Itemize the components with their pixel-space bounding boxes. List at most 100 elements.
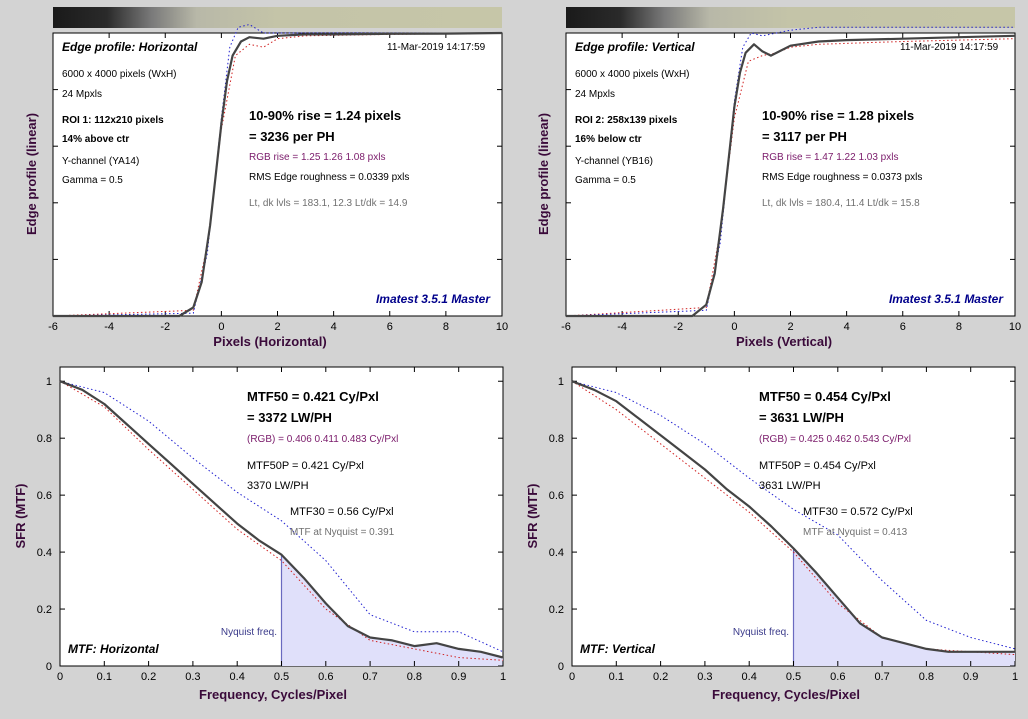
nyquist-region-fill [281,554,503,666]
gray-strip [53,7,502,28]
panel-title: Edge profile: Horizontal [62,40,198,54]
nyquist-label: Nyquist freq. [733,627,789,638]
megapixels: 24 Mpxls [62,89,102,100]
y-tick-label: 0.6 [549,490,564,502]
y-tick-label: 1 [46,376,52,388]
x-tick-label: 0 [731,321,737,333]
main-curve [571,380,1015,653]
timestamp: 11-Mar-2019 14:17:59 [900,42,999,53]
x-tick-label: 0 [218,321,224,333]
x-tick-label: 4 [844,321,850,333]
y-tick-label: 0.6 [37,490,52,502]
mtf50-lwph: = 3631 LW/PH [759,410,844,425]
x-tick-label: -6 [561,321,571,333]
x-tick-label: 0.3 [697,671,712,683]
x-tick-label: 0.6 [830,671,845,683]
brand-label: Imatest 3.5.1 Master [376,292,491,306]
x-tick-label: 10 [496,321,508,333]
channel: Y-channel (YA14) [62,156,139,167]
blue-channel-curve [565,26,1015,317]
rise-per-ph: = 3117 per PH [762,129,847,144]
x-tick-label: 0 [569,671,575,683]
x-axis-label: Pixels (Horizontal) [213,334,326,349]
y-tick-label: 0.4 [37,547,52,559]
y-tick-label: 0 [558,661,564,673]
red-channel-curve [59,380,504,661]
main-curve [53,31,503,318]
mtf-panel-vertical: 0 0.1 0.2 0.3 0.4 0.5 0.6 0.7 0.8 0.9 1 0 0.2 0.4 0.6 0… [525,366,1018,702]
x-tick-label: 0.5 [274,671,289,683]
plot-area [565,32,1016,317]
x-tick-label: 0.5 [786,671,801,683]
x-tick-label: 0.9 [451,671,466,683]
mtf-at-nyquist: MTF at Nyquist = 0.413 [803,527,908,538]
mtf-panel-horizontal: 0 0.1 0.2 0.3 0.4 0.5 0.6 0.7 0.8 0.9 1 0 0.2 0.4 0.6 0… [13,366,506,702]
x-tick-label: 0.7 [874,671,889,683]
x-tick-label: 0.4 [230,671,245,683]
mtf30-value: MTF30 = 0.572 Cy/Pxl [803,506,913,518]
megapixels: 24 Mpxls [575,89,615,100]
x-tick-label: 2 [787,321,793,333]
y-tick-label: 0.4 [549,547,564,559]
x-tick-label: -6 [48,321,58,333]
red-channel-curve [52,32,503,317]
x-axis-label: Frequency, Cycles/Pixel [712,687,860,702]
rise-value: 10-90% rise = 1.24 pixels [249,108,401,123]
blue-channel-curve [571,380,1016,650]
mtf50-rgb: (RGB) = 0.425 0.462 0.543 Cy/Pxl [759,434,911,445]
timestamp: 11-Mar-2019 14:17:59 [387,42,486,53]
panel-title: MTF: Vertical [580,642,656,656]
x-tick-label: -4 [104,321,114,333]
mtf50p-lwph: 3631 LW/PH [759,480,821,492]
x-tick-label: 0.1 [97,671,112,683]
gray-strip [566,7,1015,28]
mtf50p-value: MTF50P = 0.421 Cy/Pxl [247,460,364,472]
roi-size: ROI 1: 112x210 pixels [62,115,164,126]
x-tick-label: 10 [1009,321,1021,333]
y-axis-label: Edge profile (linear) [536,113,551,235]
mtf50-value: MTF50 = 0.421 Cy/Pxl [247,389,379,404]
nyquist-region-fill [793,548,1015,666]
rgb-rise: RGB rise = 1.25 1.26 1.08 pxls [249,152,385,163]
light-dark-levels: Lt, dk lvls = 183.1, 12.3 Lt/dk = 14.9 [249,198,408,209]
x-axis-label: Frequency, Cycles/Pixel [199,687,347,702]
roi-size: ROI 2: 258x139 pixels [575,115,678,126]
y-tick-label: 0.2 [549,604,564,616]
panel-title: MTF: Horizontal [68,642,159,656]
roi-location: 14% above ctr [62,134,129,145]
rms-roughness: RMS Edge roughness = 0.0339 pxls [249,172,409,183]
blue-channel-curve [59,380,504,653]
x-tick-label: 4 [331,321,337,333]
y-tick-label: 0 [46,661,52,673]
x-tick-label: 8 [443,321,449,333]
x-tick-label: 0.6 [318,671,333,683]
blue-channel-curve [52,24,502,317]
image-size: 6000 x 4000 pixels (WxH) [62,69,177,80]
mtf-at-nyquist: MTF at Nyquist = 0.391 [290,527,395,538]
light-dark-levels: Lt, dk lvls = 180.4, 11.4 Lt/dk = 15.8 [762,198,920,209]
main-curve [566,34,1016,318]
rms-roughness: RMS Edge roughness = 0.0373 pxls [762,172,922,183]
y-axis-label: SFR (MTF) [13,484,28,549]
gamma: Gamma = 0.5 [575,175,636,186]
mtf50-value: MTF50 = 0.454 Cy/Pxl [759,389,891,404]
x-tick-label: 0.2 [653,671,668,683]
x-axis-label: Pixels (Vertical) [736,334,832,349]
red-channel-curve [565,38,1016,317]
y-tick-label: 1 [558,376,564,388]
x-tick-label: 1 [500,671,506,683]
brand-label: Imatest 3.5.1 Master [889,292,1004,306]
mtf30-value: MTF30 = 0.56 Cy/Pxl [290,506,394,518]
edge-panel-vertical: -6 -4 -2 0 2 4 6 8 10 Edge profile: Vertical 11-… [536,7,1021,349]
x-tick-label: 0.4 [742,671,757,683]
mtf50p-lwph: 3370 LW/PH [247,480,309,492]
y-axis-label: Edge profile (linear) [24,113,39,235]
x-tick-label: 8 [956,321,962,333]
x-tick-label: 2 [274,321,280,333]
x-tick-label: 0.2 [141,671,156,683]
x-tick-label: 6 [900,321,906,333]
x-tick-label: 0.8 [407,671,422,683]
rise-per-ph: = 3236 per PH [249,129,335,144]
nyquist-label: Nyquist freq. [221,627,277,638]
